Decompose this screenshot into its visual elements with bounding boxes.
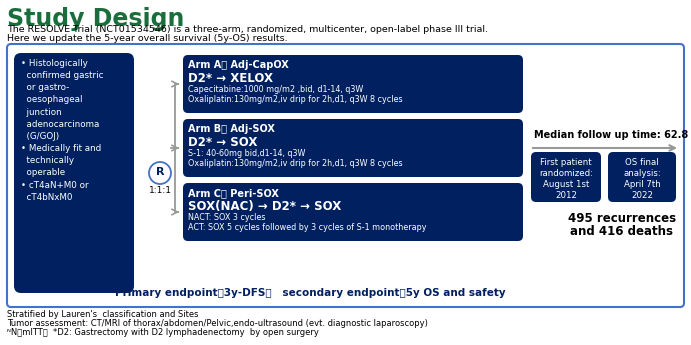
Text: Tumor assessment: CT/MRI of thorax/abdomen/Pelvic,endo-ultrasound (evt. diagnost: Tumor assessment: CT/MRI of thorax/abdom…: [7, 319, 428, 328]
Text: April 7th: April 7th: [623, 180, 661, 189]
FancyBboxPatch shape: [7, 44, 684, 307]
Text: D2* → XELOX: D2* → XELOX: [188, 72, 273, 85]
Text: 2012: 2012: [555, 191, 577, 200]
Text: D2* → SOX: D2* → SOX: [188, 136, 257, 149]
Text: Oxaliplatin:130mg/m2,iv drip for 2h,d1, q3W 8 cycles: Oxaliplatin:130mg/m2,iv drip for 2h,d1, …: [188, 95, 403, 104]
Text: Primary endpoint：3y-DFS；   secondary endpoint：5y OS and safety: Primary endpoint：3y-DFS； secondary endpo…: [115, 288, 505, 298]
Text: Study Design: Study Design: [7, 7, 184, 31]
Text: 2022: 2022: [631, 191, 653, 200]
Text: Arm A： Adj-CapOX: Arm A： Adj-CapOX: [188, 60, 289, 70]
Text: Stratified by Lauren's  classification and Sites: Stratified by Lauren's classification an…: [7, 310, 198, 319]
Text: R: R: [155, 167, 164, 177]
FancyBboxPatch shape: [531, 152, 601, 202]
FancyBboxPatch shape: [183, 183, 523, 241]
Text: and 416 deaths: and 416 deaths: [571, 225, 674, 238]
FancyBboxPatch shape: [183, 55, 523, 113]
Text: ᴺN：mITT；  *D2: Gastrectomy with D2 lymphadenectomy  by open surgery: ᴺN：mITT； *D2: Gastrectomy with D2 lympha…: [7, 328, 319, 337]
Text: analysis:: analysis:: [623, 169, 661, 178]
Text: 495 recurrences: 495 recurrences: [568, 212, 676, 225]
Text: OS final: OS final: [625, 158, 659, 167]
Text: Arm B： Adj-SOX: Arm B： Adj-SOX: [188, 124, 275, 134]
Text: The RESOLVE Trial (NCT01534546) is a three-arm, randomized, multicenter, open-la: The RESOLVE Trial (NCT01534546) is a thr…: [7, 25, 488, 34]
Text: ACT: SOX 5 cycles followed by 3 cycles of S-1 monotherapy: ACT: SOX 5 cycles followed by 3 cycles o…: [188, 223, 426, 232]
Text: • Histologically
  confirmed gastric
  or gastro-
  oesophageal
  junction
  ade: • Histologically confirmed gastric or ga…: [21, 59, 104, 201]
Text: Here we update the 5-year overall survival (5y-OS) results.: Here we update the 5-year overall surviv…: [7, 34, 287, 43]
Text: First patient: First patient: [540, 158, 591, 167]
Text: randomized:: randomized:: [539, 169, 593, 178]
Text: August 1st: August 1st: [543, 180, 589, 189]
Text: NACT: SOX 3 cycles: NACT: SOX 3 cycles: [188, 213, 265, 222]
Circle shape: [149, 162, 171, 184]
Text: Median follow up time: 62.8 months: Median follow up time: 62.8 months: [534, 130, 691, 140]
Text: 1:1:1: 1:1:1: [149, 186, 171, 195]
Text: Capecitabine:1000 mg/m2 ,bid, d1-14, q3W: Capecitabine:1000 mg/m2 ,bid, d1-14, q3W: [188, 85, 363, 94]
FancyBboxPatch shape: [608, 152, 676, 202]
Text: SOX(NAC) → D2* → SOX: SOX(NAC) → D2* → SOX: [188, 200, 341, 213]
Text: Arm C： Peri-SOX: Arm C： Peri-SOX: [188, 188, 279, 198]
FancyBboxPatch shape: [14, 53, 134, 293]
Text: S-1: 40-60mg bid,d1-14, q3W: S-1: 40-60mg bid,d1-14, q3W: [188, 149, 305, 158]
Text: Oxaliplatin:130mg/m2,iv drip for 2h,d1, q3W 8 cycles: Oxaliplatin:130mg/m2,iv drip for 2h,d1, …: [188, 159, 403, 168]
FancyBboxPatch shape: [183, 119, 523, 177]
